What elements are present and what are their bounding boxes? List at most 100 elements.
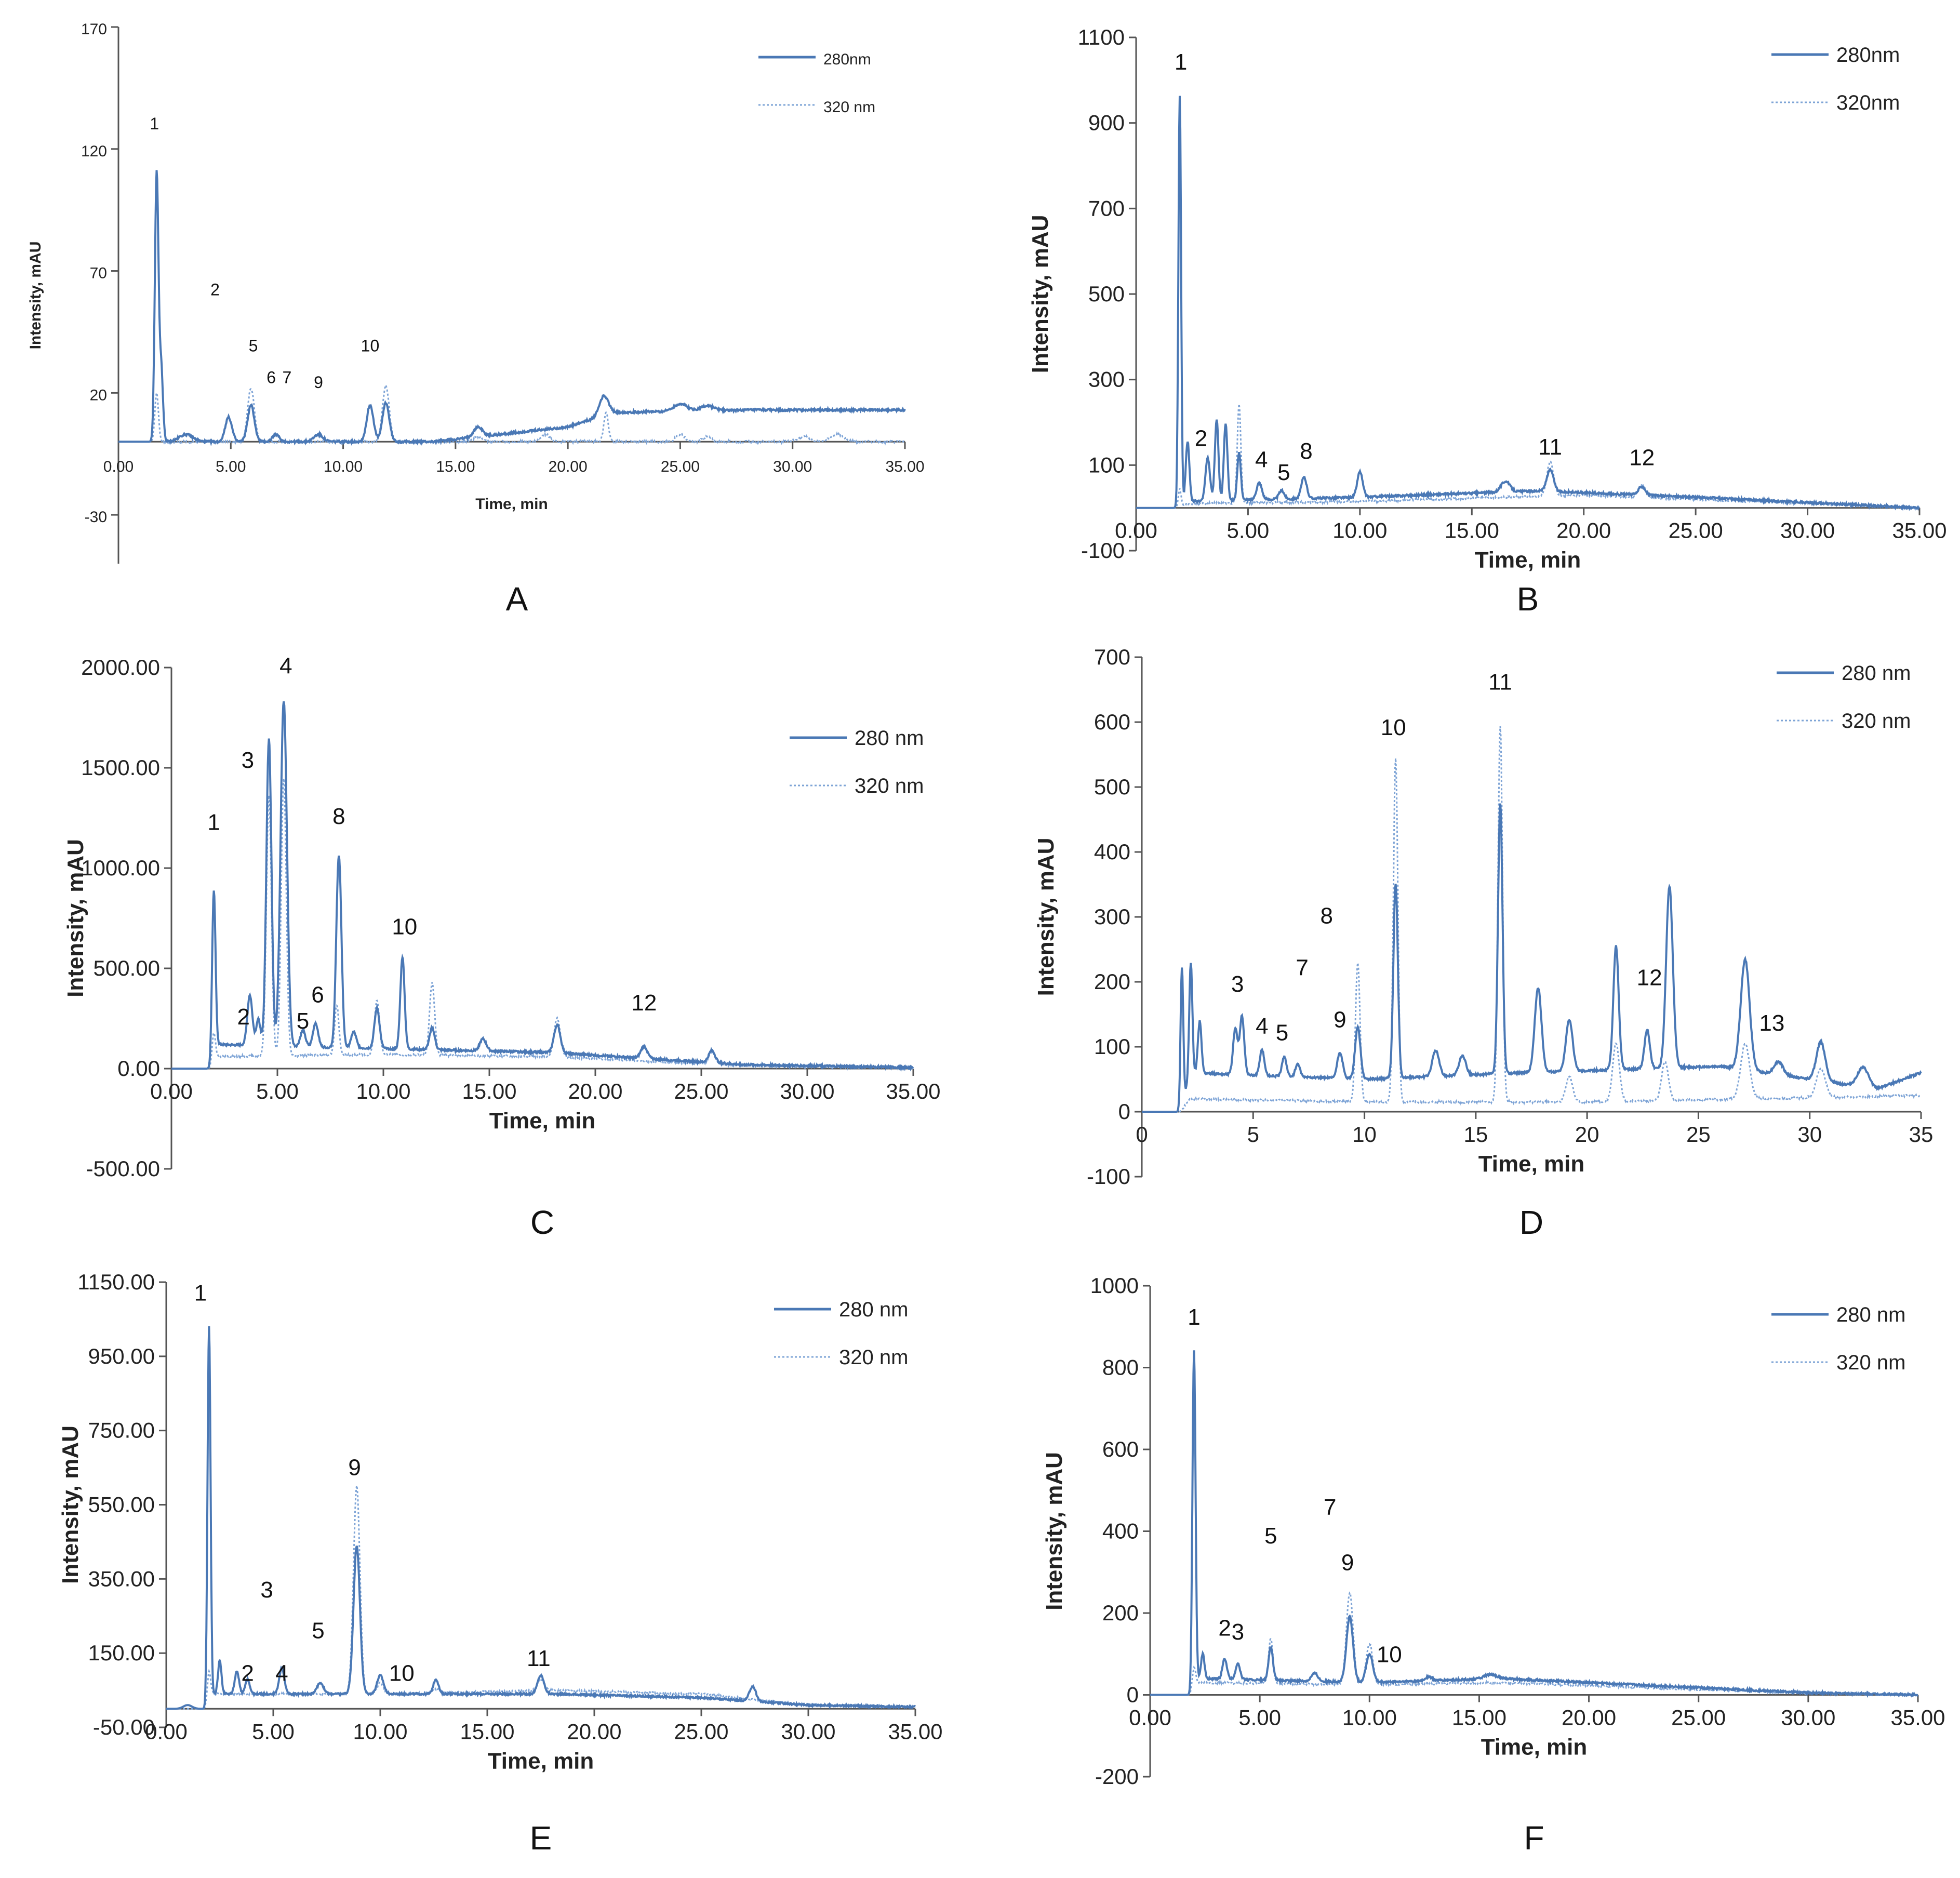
y-axis-label: Intensity, mAU xyxy=(1033,838,1059,996)
peak-label: 10 xyxy=(361,336,380,355)
panel-letter: F xyxy=(1524,1819,1544,1857)
legend-label-280nm: 280nm xyxy=(823,51,871,68)
peak-label: 4 xyxy=(1255,447,1268,472)
panel-letter: C xyxy=(530,1204,554,1241)
y-axis-label: Intensity, mAU xyxy=(63,839,88,997)
peak-label: 2 xyxy=(241,1661,254,1686)
y-axis-label: Intensity, mAU xyxy=(58,1426,83,1584)
x-tick-label: 15.00 xyxy=(462,1079,516,1103)
x-tick-label: 30.00 xyxy=(781,1719,835,1743)
x-tick-label: 15.00 xyxy=(1452,1706,1506,1730)
y-tick-label: 20 xyxy=(90,387,107,404)
y-tick-label: 70 xyxy=(90,265,107,282)
x-tick-label: 35.00 xyxy=(885,458,924,475)
x-tick-label: 35 xyxy=(1909,1122,1934,1147)
x-tick-label: 0 xyxy=(1136,1122,1148,1147)
x-tick-label: 25.00 xyxy=(661,458,700,475)
x-tick-label: 20.00 xyxy=(1556,518,1611,543)
peak-label: 1 xyxy=(150,114,159,133)
x-tick-label: 30.00 xyxy=(780,1079,834,1103)
peak-label: 9 xyxy=(314,373,323,392)
x-tick-label: 35.00 xyxy=(888,1719,942,1743)
y-tick-label: 500 xyxy=(1088,282,1125,306)
peak-label: 13 xyxy=(1759,1010,1784,1036)
legend-label-280nm: 280nm xyxy=(1836,44,1900,66)
y-tick-label: 350.00 xyxy=(88,1566,155,1591)
peak-label: 4 xyxy=(1256,1014,1268,1039)
legend-label-320nm: 320 nm xyxy=(855,775,924,797)
legend-label-280nm: 280 nm xyxy=(855,727,924,750)
x-tick-label: 10.00 xyxy=(324,458,363,475)
x-tick-label: 20.00 xyxy=(549,458,588,475)
x-tick-label: 10.00 xyxy=(356,1079,410,1103)
peak-label: 9 xyxy=(348,1455,361,1480)
y-tick-label: 0 xyxy=(1118,1099,1130,1124)
y-tick-label: 950.00 xyxy=(88,1344,155,1368)
y-tick-label: 500.00 xyxy=(94,956,160,980)
x-tick-label: 35.00 xyxy=(1890,1706,1945,1730)
x-tick-label: 20.00 xyxy=(568,1079,622,1103)
y-tick-label: 500 xyxy=(1094,775,1130,799)
y-tick-label: 700 xyxy=(1094,645,1130,669)
x-tick-label: 0.00 xyxy=(1115,518,1157,543)
peak-label: 3 xyxy=(1231,971,1244,997)
x-tick-label: 0.00 xyxy=(1129,1706,1171,1730)
x-tick-label: 5 xyxy=(1247,1122,1259,1147)
legend-label-320nm: 320 nm xyxy=(1836,1351,1905,1374)
series-320nm-line xyxy=(118,382,906,446)
series-320nm-line xyxy=(1142,726,1922,1113)
peak-label: 3 xyxy=(260,1577,273,1603)
peak-label: 7 xyxy=(1296,955,1308,981)
chart-panel-c: -500.00 0.00 500.00 1000.00 1500.00 2000.00 0.… xyxy=(63,654,941,1241)
x-tick-label: 15.00 xyxy=(1445,518,1499,543)
x-tick-label: 20 xyxy=(1575,1122,1599,1147)
y-axis-label: Intensity, mAU xyxy=(27,242,44,350)
y-tick-label: -200 xyxy=(1095,1764,1139,1789)
peak-label: 1 xyxy=(207,810,220,835)
series-320nm-line xyxy=(1136,404,1920,511)
series-280nm-line xyxy=(171,701,914,1072)
x-tick-label: 30 xyxy=(1797,1122,1822,1147)
chart-panel-a: -30 20 70 120 170 0.00 5.00 10.00 15.00 20.00 25.0… xyxy=(27,21,925,618)
peak-label: 12 xyxy=(1629,445,1655,470)
y-tick-label: 150.00 xyxy=(88,1641,155,1665)
legend-label-320nm: 320 nm xyxy=(839,1346,908,1369)
peak-label: 5 xyxy=(1264,1523,1277,1549)
y-tick-label: 600 xyxy=(1094,710,1130,734)
peak-label: 1 xyxy=(194,1281,207,1306)
y-tick-label: 100 xyxy=(1094,1034,1130,1059)
y-axis-label: Intensity, mAU xyxy=(1028,215,1053,374)
panel-letter: B xyxy=(1517,580,1539,618)
x-tick-label: 35.00 xyxy=(886,1079,940,1103)
peak-label: 3 xyxy=(1232,1619,1244,1645)
x-tick-label: 10.00 xyxy=(353,1719,407,1743)
y-tick-label: 170 xyxy=(81,21,107,38)
y-tick-label: -50.00 xyxy=(93,1715,155,1739)
y-axis-label: Intensity, mAU xyxy=(1042,1452,1067,1610)
y-tick-label: -30 xyxy=(85,509,107,526)
x-tick-label: 10.00 xyxy=(1332,518,1387,543)
x-tick-label: 30.00 xyxy=(1781,1706,1835,1730)
x-tick-label: 35.00 xyxy=(1892,518,1946,543)
x-tick-label: 0.00 xyxy=(150,1079,193,1103)
y-tick-label: 400 xyxy=(1102,1519,1139,1543)
x-tick-label: 10.00 xyxy=(1342,1706,1397,1730)
legend-label-320nm: 320nm xyxy=(1836,91,1900,114)
peak-label: 2 xyxy=(1218,1615,1231,1641)
peak-label: 7 xyxy=(1324,1495,1336,1520)
peak-label: 8 xyxy=(1320,903,1332,929)
y-tick-label: 120 xyxy=(81,143,107,160)
series-280nm-line xyxy=(1142,803,1922,1113)
x-tick-label: 5.00 xyxy=(216,458,246,475)
peak-label: 12 xyxy=(1637,965,1662,990)
peak-label: 11 xyxy=(1488,670,1512,695)
y-tick-label: 750.00 xyxy=(88,1418,155,1443)
peak-label: 5 xyxy=(312,1618,324,1644)
legend-label-280nm: 280 nm xyxy=(1836,1303,1905,1326)
y-tick-label: 200 xyxy=(1094,969,1130,994)
peak-label: 10 xyxy=(392,914,417,939)
x-tick-label: 30.00 xyxy=(1780,518,1835,543)
y-tick-label: 2000.00 xyxy=(81,655,160,680)
chart-panel-f: -200 0 200 400 600 800 1000 0.00 5.00 10.00 15.00 2… xyxy=(1042,1273,1945,1857)
